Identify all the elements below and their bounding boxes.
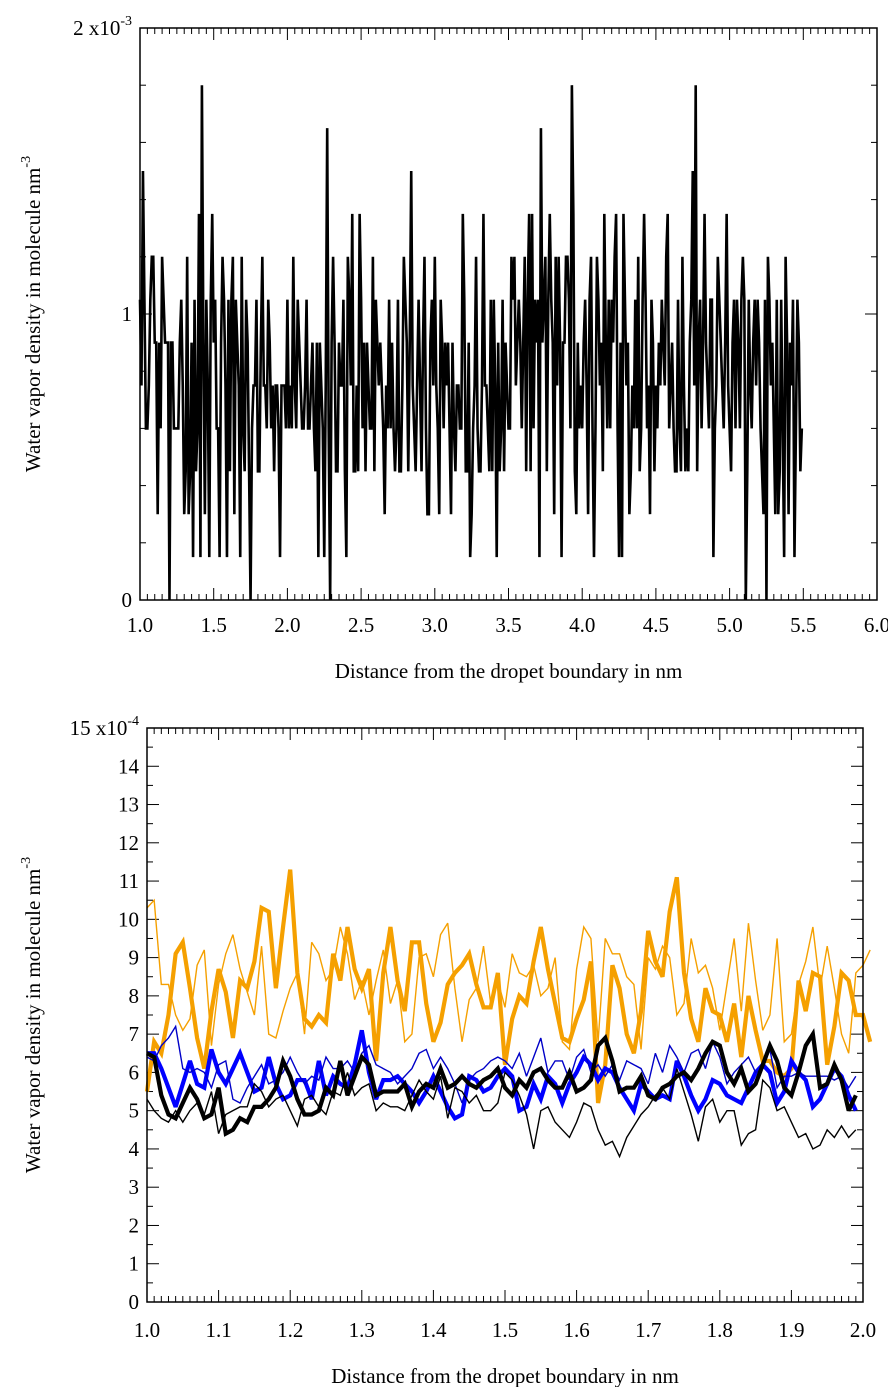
x-axis-title: Distance from the dropet boundary in nm — [335, 659, 683, 683]
y-tick-label: 1 — [122, 302, 133, 326]
x-tick-label: 1.4 — [420, 1318, 447, 1342]
y-tick-label: 12 — [118, 831, 139, 855]
y-multiplier-exponent: -4 — [127, 714, 139, 729]
y-tick-label: 5 — [129, 1099, 140, 1123]
x-tick-label: 1.9 — [778, 1318, 804, 1342]
x-tick-label: 4.5 — [643, 613, 669, 637]
x-tick-label: 6.0 — [864, 613, 888, 637]
y-tick-label-top: 15 x10-4 — [70, 714, 139, 740]
x-tick-label: 5.5 — [790, 613, 816, 637]
y-tick-label: 13 — [118, 793, 139, 817]
x-tick-label: 1.7 — [635, 1318, 661, 1342]
x-tick-label: 3.5 — [495, 613, 521, 637]
series-line-4 — [146, 1028, 858, 1137]
y-axis-title: Water vapor density in molecule nm-3 — [19, 857, 45, 1173]
series-line-1 — [146, 898, 871, 1054]
y-axis-title-exponent: -3 — [19, 156, 34, 168]
y-tick-label: 2 — [129, 1213, 140, 1237]
y-axis-title-main: Water vapor density in molecule nm — [21, 869, 45, 1173]
plot-frame — [139, 27, 878, 601]
x-tick-label: 2.5 — [348, 613, 374, 637]
y-tick-label: 4 — [129, 1137, 140, 1161]
plot-frame — [146, 727, 864, 1303]
chart-top: 1.0 1.5 2.0 2.5 3.0 3.5 4.0 4.5 5.0 5.5 6.0 0 1 2 x10… — [19, 14, 888, 683]
y-tick-label: 1 — [129, 1252, 140, 1276]
y-tick-label: 0 — [122, 588, 133, 612]
x-tick-label: 1.6 — [563, 1318, 589, 1342]
series-line-3 — [146, 1024, 857, 1104]
chart-bottom: 1.0 1.1 1.2 1.3 1.4 1.5 1.6 1.7 1.8 1.9 2.00123456… — [19, 714, 876, 1388]
y-multiplier-exponent: -3 — [120, 14, 132, 29]
series-line-5 — [146, 1068, 857, 1159]
y-tick-label: 0 — [129, 1290, 140, 1314]
y-tick-label: 10 — [118, 907, 139, 931]
x-tick-label: 3.0 — [422, 613, 448, 637]
y-tick-label: 11 — [119, 869, 139, 893]
y-tick-label: 7 — [129, 1022, 140, 1046]
x-tick-label: 2.0 — [274, 613, 300, 637]
y-axis-title: Water vapor density in molecule nm-3 — [19, 156, 45, 472]
series-line-0 — [138, 85, 804, 601]
x-tick-label: 4.0 — [569, 613, 595, 637]
x-tick-label: 1.2 — [277, 1318, 303, 1342]
x-tick-label: 1.0 — [127, 613, 153, 637]
series-line-0 — [144, 869, 873, 1104]
x-tick-label: 1.3 — [349, 1318, 375, 1342]
y-tick-label: 6 — [129, 1060, 140, 1084]
tick-marks — [146, 727, 864, 1303]
x-tick-label: 1.0 — [134, 1318, 160, 1342]
x-tick-label: 1.5 — [201, 613, 227, 637]
x-tick-label: 5.0 — [716, 613, 742, 637]
y-tick-value: 2 x10 — [73, 16, 120, 40]
x-tick-label: 2.0 — [850, 1318, 876, 1342]
y-tick-label: 14 — [118, 754, 140, 778]
y-axis-title-exponent: -3 — [19, 857, 34, 869]
y-tick-label: 3 — [129, 1175, 140, 1199]
y-axis-title-main: Water vapor density in molecule nm — [21, 168, 45, 472]
x-tick-label: 1.5 — [492, 1318, 518, 1342]
x-axis-title: Distance from the dropet boundary in nm — [331, 1364, 679, 1387]
tick-marks — [139, 27, 878, 601]
y-tick-label: 8 — [129, 984, 140, 1008]
y-tick-value: 15 x10 — [70, 716, 128, 740]
x-tick-label: 1.8 — [707, 1318, 733, 1342]
y-tick-label-top: 2 x10-3 — [73, 14, 132, 40]
x-tick-label: 1.1 — [205, 1318, 231, 1342]
y-tick-label: 9 — [129, 946, 140, 970]
